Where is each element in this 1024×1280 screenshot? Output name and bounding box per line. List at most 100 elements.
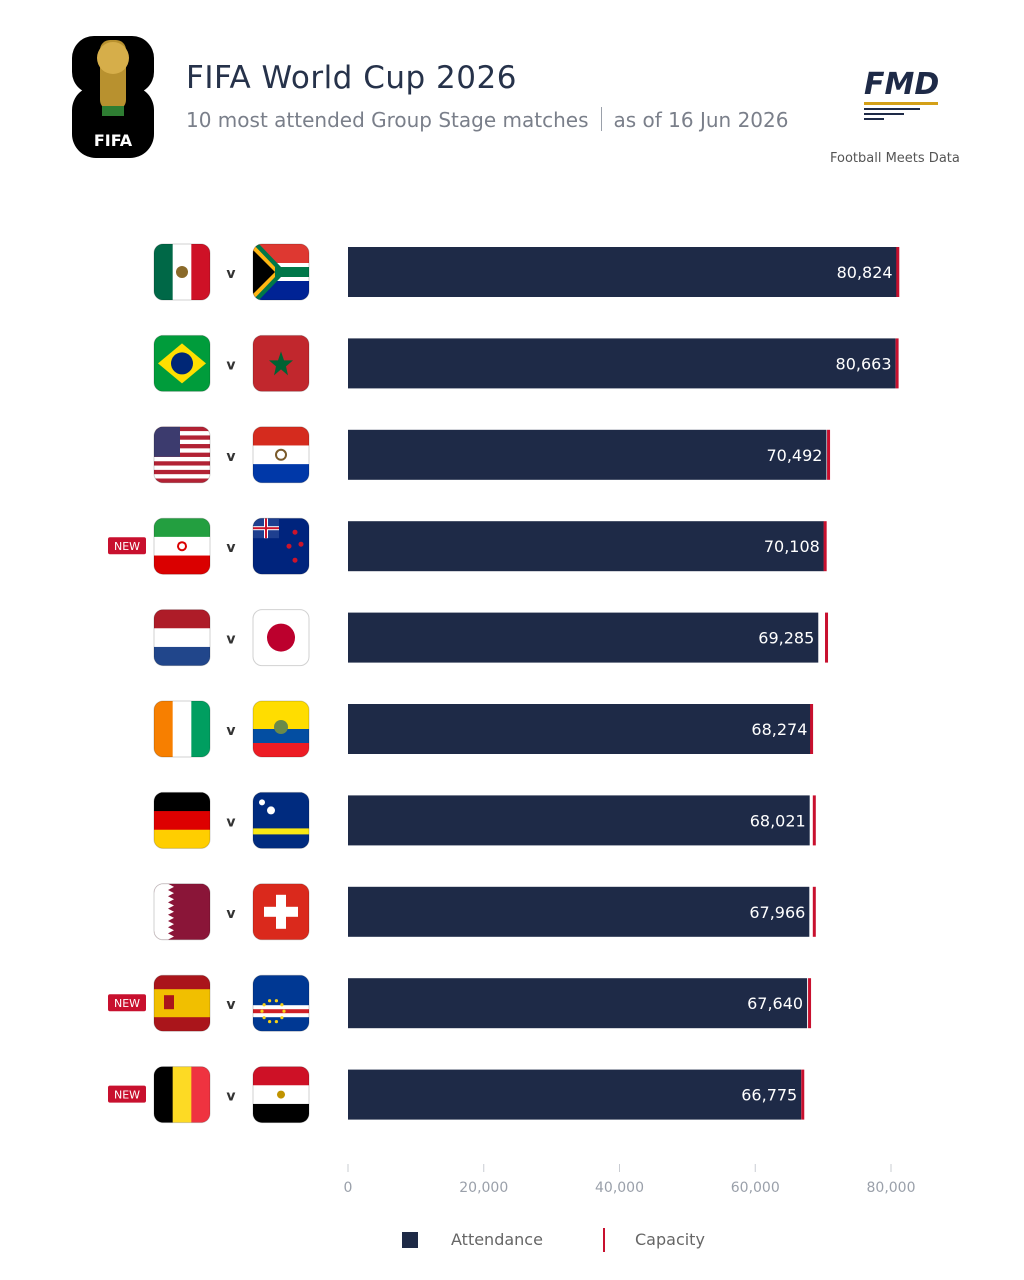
versus-label: v xyxy=(226,997,235,1013)
flag-part xyxy=(269,351,293,376)
mexico-flag-icon xyxy=(153,243,211,301)
new-badge-label: NEW xyxy=(114,997,140,1010)
flag-body xyxy=(253,244,309,300)
capacity-marker xyxy=(812,795,816,846)
paraguay-flag-icon xyxy=(252,426,310,484)
flag-part xyxy=(154,244,174,300)
flag-border xyxy=(153,1066,211,1124)
flag-border xyxy=(252,974,310,1032)
flag-part xyxy=(154,478,210,483)
flag-body xyxy=(253,335,309,392)
flag-border xyxy=(252,426,310,484)
flag-part xyxy=(154,465,210,471)
flag-part xyxy=(262,1003,266,1007)
flag-part xyxy=(277,450,285,459)
flag-part xyxy=(154,474,210,479)
flag-part xyxy=(191,244,210,300)
ecuador-flag-icon xyxy=(252,700,310,758)
flag-part xyxy=(176,266,188,278)
flag-body xyxy=(253,883,309,940)
flag-part xyxy=(253,1103,309,1123)
flag-part xyxy=(164,995,174,1010)
flag-part xyxy=(191,701,210,757)
flag-border xyxy=(252,243,310,301)
iran-flag-icon xyxy=(153,517,211,575)
flag-body xyxy=(154,518,210,575)
flag-part xyxy=(154,469,210,475)
flag-body xyxy=(154,426,210,483)
attendance-value-label: 70,492 xyxy=(766,446,822,465)
flag-part xyxy=(154,456,210,462)
flag-body xyxy=(154,609,210,666)
flag-border xyxy=(252,609,310,667)
versus-label: v xyxy=(226,357,235,373)
flag-part xyxy=(154,811,210,831)
attendance-bar xyxy=(348,338,896,389)
attendance-value-label: 68,021 xyxy=(750,811,806,830)
capacity-marker xyxy=(896,247,900,297)
flag-part xyxy=(274,999,278,1003)
capacity-marker xyxy=(825,612,829,663)
flag-part xyxy=(168,921,174,928)
japan-flag-icon xyxy=(252,609,310,667)
capacity-marker xyxy=(808,978,812,1029)
flag-border xyxy=(252,700,310,758)
flag-part xyxy=(253,828,309,835)
flag-body xyxy=(154,701,210,757)
flag-part xyxy=(154,431,210,436)
capacity-marker xyxy=(827,429,831,480)
flag-border xyxy=(252,517,310,575)
legend-attendance-marker xyxy=(402,1232,418,1248)
flag-part xyxy=(253,426,309,446)
attendance-bar xyxy=(348,429,827,480)
page-subtitle: 10 most attended Group Stage matches as o… xyxy=(186,107,788,132)
flag-part xyxy=(154,426,210,432)
flag-body xyxy=(253,609,309,666)
flag-part xyxy=(168,902,174,909)
flag-border xyxy=(153,974,211,1032)
legend-capacity-label: Capacity xyxy=(635,1230,705,1249)
flag-body xyxy=(253,975,309,1032)
logo-text: FIFA xyxy=(94,131,133,150)
versus-label: v xyxy=(226,632,235,648)
flag-part xyxy=(168,896,174,903)
subtitle-divider xyxy=(600,107,602,131)
morocco-flag-icon xyxy=(252,334,310,392)
flag-border xyxy=(153,700,211,758)
belgium-flag-icon xyxy=(153,1066,211,1124)
cape-verde-flag-icon xyxy=(252,974,310,1032)
versus-label: v xyxy=(226,723,235,739)
spain-flag-icon xyxy=(153,974,211,1032)
brazil-flag-icon xyxy=(153,334,211,392)
flag-part xyxy=(154,444,210,449)
attendance-value-label: 67,966 xyxy=(749,903,805,922)
flag-part xyxy=(154,435,210,441)
germany-flag-icon xyxy=(153,791,211,849)
attendance-value-label: 66,775 xyxy=(741,1086,797,1105)
brand-tagline: Football Meets Data xyxy=(830,151,960,166)
attendance-value-label: 69,285 xyxy=(758,629,814,648)
flag-part xyxy=(277,1090,285,1099)
attendance-bar xyxy=(348,247,897,297)
capacity-marker xyxy=(810,704,814,754)
flag-part xyxy=(154,609,210,629)
attendance-value-label: 67,640 xyxy=(747,994,803,1013)
flag-part xyxy=(154,646,210,666)
new-badge-label: NEW xyxy=(114,1089,140,1102)
flag-border xyxy=(153,517,211,575)
flag-part xyxy=(168,908,174,915)
flag-body xyxy=(154,1066,210,1123)
versus-label: v xyxy=(226,1089,235,1105)
versus-label: v xyxy=(226,449,235,465)
flag-border xyxy=(252,883,310,941)
attendance-value-label: 68,274 xyxy=(751,720,807,739)
flag-body xyxy=(154,335,210,392)
versus-label: v xyxy=(226,814,235,830)
new-badge xyxy=(108,537,146,555)
switzerland-flag-icon xyxy=(252,883,310,941)
flag-part xyxy=(168,914,174,921)
flag-part xyxy=(154,883,168,940)
flag-part xyxy=(154,792,210,812)
flag-part xyxy=(154,439,210,445)
